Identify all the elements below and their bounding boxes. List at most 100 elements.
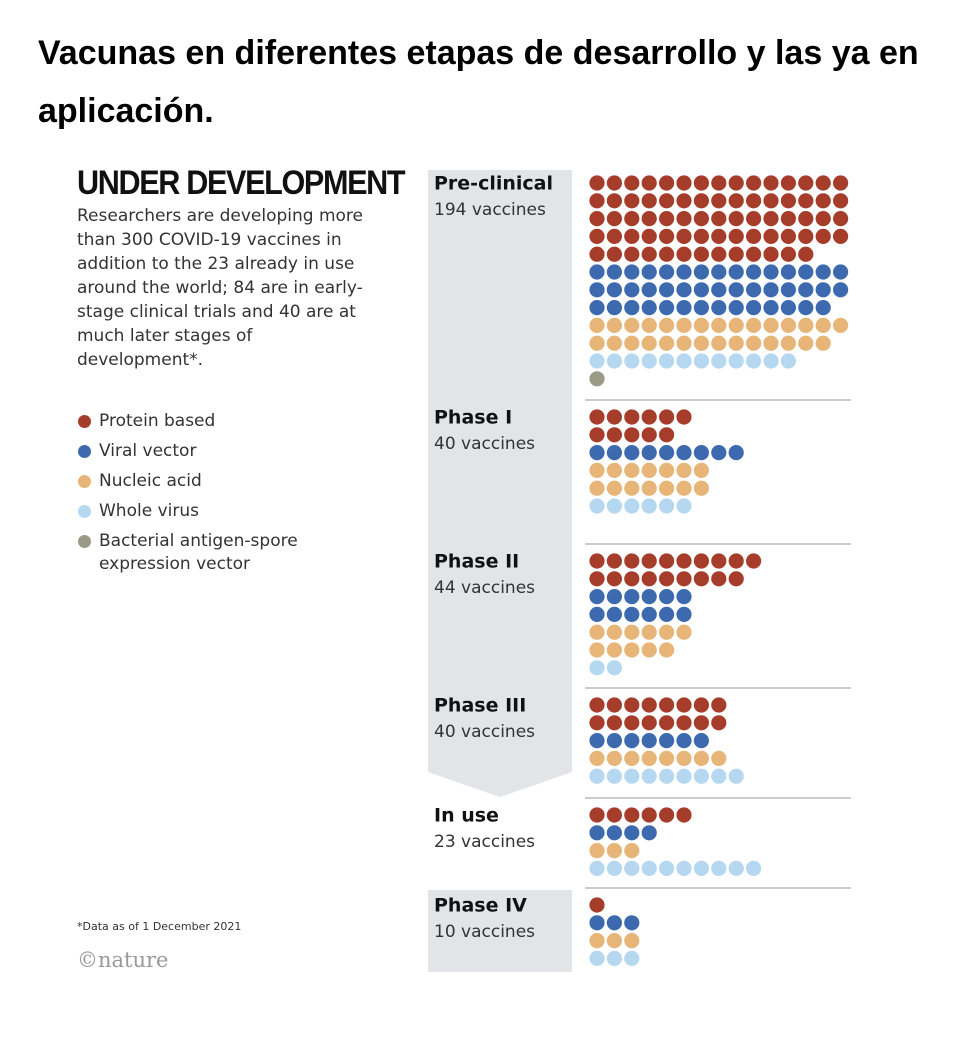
dot (624, 915, 640, 931)
legend-swatch (78, 535, 91, 548)
dot (728, 353, 744, 369)
dot (798, 228, 814, 244)
dot (606, 317, 623, 333)
dot (659, 642, 675, 658)
dot-group (589, 317, 849, 351)
dot (606, 825, 623, 841)
dot (659, 264, 675, 280)
dot (659, 589, 675, 605)
dot (659, 175, 675, 191)
source: ©nature (77, 948, 169, 972)
dot (641, 193, 657, 209)
dot (589, 733, 605, 749)
dot-group (589, 660, 623, 676)
dot (693, 211, 710, 227)
dot (693, 353, 710, 369)
dot (676, 409, 692, 425)
dot (711, 300, 727, 316)
legend-swatch (78, 415, 91, 428)
stage-name: Phase IV (434, 895, 527, 917)
dot (676, 571, 692, 587)
dot (763, 335, 779, 351)
legend-swatch (78, 445, 91, 458)
dot (659, 353, 675, 369)
phase-iv-box (428, 890, 572, 972)
dot (589, 642, 605, 658)
dot (641, 624, 657, 640)
dot (746, 553, 762, 569)
stage-count: 44 vaccines (434, 578, 535, 598)
page-title: Vacunas en diferentes etapas de desarrol… (38, 34, 919, 130)
dot (728, 571, 744, 587)
dot (676, 353, 692, 369)
dot (659, 624, 675, 640)
dot (624, 606, 640, 623)
dot (606, 211, 623, 227)
dot (589, 553, 605, 569)
dot (641, 589, 657, 605)
dot (833, 175, 849, 191)
dot (659, 246, 675, 262)
dot (624, 553, 640, 569)
stage-count: 194 vaccines (434, 200, 546, 220)
dot (606, 282, 623, 298)
dot (641, 825, 657, 841)
dot (659, 733, 675, 749)
dot (711, 353, 727, 369)
dot-group (589, 498, 692, 514)
legend-item: Protein based (77, 410, 337, 433)
dot (606, 246, 623, 262)
dot (693, 715, 710, 731)
dot (641, 715, 657, 731)
dot (833, 228, 849, 244)
dot (589, 807, 605, 823)
dot (606, 660, 623, 676)
dot (763, 317, 779, 333)
dot (693, 462, 710, 478)
dot-group (589, 733, 710, 749)
dot (711, 697, 727, 713)
dot (624, 427, 640, 443)
dot (624, 193, 640, 209)
dot (728, 282, 744, 298)
dot (624, 282, 640, 298)
dot (676, 606, 692, 623)
dot (798, 300, 814, 316)
dot (815, 193, 831, 209)
dot (693, 480, 710, 496)
dot (693, 733, 710, 749)
dot (746, 264, 762, 280)
dot (606, 715, 623, 731)
dot (589, 571, 605, 587)
stage-count: 40 vaccines (434, 722, 535, 742)
legend-label: Whole virus (99, 501, 199, 521)
dot (589, 264, 605, 280)
dot (589, 843, 605, 859)
dot (659, 427, 675, 443)
dot (624, 498, 640, 514)
dot (606, 228, 623, 244)
dot (606, 193, 623, 209)
dot (815, 264, 831, 280)
dot (728, 246, 744, 262)
dot (728, 211, 744, 227)
dot (589, 750, 605, 767)
dot-group (589, 750, 727, 767)
dot (763, 264, 779, 280)
dot-group (589, 589, 692, 623)
dot (624, 335, 640, 351)
dot (589, 606, 605, 623)
dot (589, 317, 605, 333)
dot (711, 228, 727, 244)
dot (711, 264, 727, 280)
dot (589, 353, 605, 369)
dot (589, 498, 605, 514)
dot (763, 353, 779, 369)
dot (624, 860, 640, 877)
dot (606, 175, 623, 191)
dot (624, 807, 640, 823)
dot (606, 807, 623, 823)
dot (606, 264, 623, 280)
dot (606, 427, 623, 443)
